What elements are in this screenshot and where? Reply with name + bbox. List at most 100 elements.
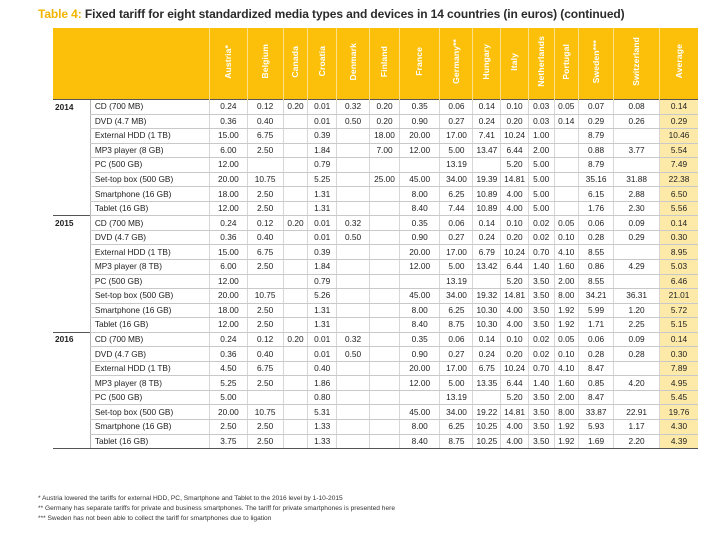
value-cell: 0.27 [439, 346, 473, 362]
value-cell [369, 346, 400, 362]
value-cell [553, 201, 579, 217]
value-cell [369, 390, 400, 406]
device-cell: Set-top box (500 GB) [89, 288, 210, 304]
value-cell: 0.26 [613, 114, 660, 130]
column-header-label: Finland [379, 45, 390, 78]
value-cell: 0.24 [209, 99, 248, 115]
average-cell: 5.56 [659, 201, 698, 217]
column-header: Canada [282, 28, 308, 100]
table-row: 2014 CD (700 MB) 0.24 0.12 0.20 0.01 0.32 0.20 0… [53, 99, 698, 115]
value-cell [369, 215, 400, 231]
value-cell: 8.40 [398, 201, 440, 217]
device-cell: Tablet (16 GB) [89, 201, 210, 217]
value-cell [553, 143, 579, 159]
value-cell: 0.12 [246, 99, 284, 115]
column-header-label: Hungary [481, 43, 492, 80]
value-cell: 2.50 [246, 317, 284, 333]
table-row: Smartphone (16 GB) 18.00 2.50 1.31 8.00 6.25 1… [53, 303, 698, 319]
value-cell: 6.44 [500, 259, 529, 275]
year-cell [53, 129, 90, 144]
value-cell: 6.00 [209, 259, 248, 275]
value-cell: 8.40 [398, 434, 440, 450]
value-cell [553, 172, 579, 188]
value-cell: 1.84 [307, 143, 337, 159]
table-body: 2014 CD (700 MB) 0.24 0.12 0.20 0.01 0.32 0.20 0… [53, 99, 698, 450]
value-cell [613, 361, 660, 377]
value-cell: 4.29 [613, 259, 660, 275]
value-cell: 17.00 [439, 128, 473, 144]
value-cell: 3.50 [527, 419, 554, 435]
value-cell: 0.12 [246, 331, 284, 348]
year-cell [53, 390, 90, 405]
device-cell: PC (500 GB) [89, 157, 210, 173]
value-cell: 6.15 [578, 186, 614, 202]
table-row: Smartphone (16 GB) 18.00 2.50 1.31 8.00 6.25 1… [53, 186, 698, 202]
value-cell: 0.20 [369, 114, 400, 130]
table-title: Table 4: Fixed tariff for eight standard… [38, 7, 718, 27]
value-cell: 6.79 [472, 244, 501, 261]
value-cell: 20.00 [209, 172, 248, 188]
value-cell [336, 288, 370, 304]
footnote: ** Germany has separate tariffs for priv… [38, 505, 395, 512]
value-cell: 6.75 [472, 361, 501, 377]
value-cell: 0.50 [336, 346, 370, 362]
average-cell: 5.03 [659, 259, 698, 275]
value-cell [282, 230, 308, 246]
value-cell: 0.05 [553, 99, 579, 115]
value-cell: 5.31 [307, 404, 337, 421]
value-cell: 0.01 [307, 99, 337, 115]
year-cell [53, 361, 90, 376]
value-cell: 15.00 [209, 128, 248, 144]
value-cell: 35.16 [578, 172, 614, 188]
table-row: DVD (4.7 GB) 0.36 0.40 0.01 0.50 0.90 0.27 0.24… [53, 346, 698, 362]
average-cell: 0.30 [659, 346, 698, 362]
value-cell: 19.22 [472, 404, 501, 421]
average-cell: 7.89 [659, 361, 698, 377]
value-cell [369, 331, 400, 348]
year-cell [53, 260, 90, 275]
value-cell: 22.91 [613, 404, 660, 421]
value-cell: 8.00 [553, 288, 579, 304]
value-cell [282, 390, 308, 406]
value-cell: 0.06 [439, 215, 473, 231]
value-cell: 3.50 [527, 288, 554, 304]
value-cell: 0.06 [439, 331, 473, 348]
value-cell [282, 419, 308, 435]
value-cell: 2.50 [246, 303, 284, 319]
value-cell: 0.03 [527, 99, 554, 115]
value-cell: 6.44 [500, 143, 529, 159]
value-cell: 0.40 [246, 114, 284, 130]
value-cell: 5.20 [500, 274, 529, 290]
average-cell: 22.38 [659, 172, 698, 188]
value-cell: 0.50 [336, 114, 370, 130]
value-cell: 5.00 [439, 143, 473, 159]
year-cell [53, 274, 90, 289]
value-cell: 12.00 [209, 157, 248, 173]
value-cell: 17.00 [439, 361, 473, 377]
value-cell [398, 390, 440, 406]
year-cell [53, 434, 91, 450]
value-cell: 5.26 [307, 288, 337, 304]
value-cell: 14.81 [500, 404, 529, 421]
value-cell: 3.50 [527, 317, 554, 333]
value-cell: 0.02 [527, 230, 554, 246]
value-cell: 0.32 [336, 215, 370, 231]
value-cell: 31.88 [613, 172, 660, 188]
value-cell: 20.00 [398, 361, 440, 377]
value-cell [369, 303, 400, 319]
value-cell: 0.29 [613, 230, 660, 246]
value-cell: 0.70 [527, 244, 554, 261]
value-cell: 0.12 [246, 215, 284, 231]
average-cell: 0.30 [659, 230, 698, 246]
value-cell: 45.00 [398, 172, 440, 188]
value-cell [336, 419, 370, 435]
value-cell [282, 201, 308, 217]
value-cell: 8.75 [439, 317, 473, 333]
value-cell: 0.14 [472, 99, 501, 115]
value-cell: 0.09 [613, 331, 660, 348]
header-device-cell [90, 28, 210, 100]
value-cell: 0.02 [527, 346, 554, 362]
year-cell: 2014 [53, 99, 91, 115]
device-cell: DVD (4.7 GB) [89, 346, 210, 362]
average-cell: 5.72 [659, 303, 698, 319]
